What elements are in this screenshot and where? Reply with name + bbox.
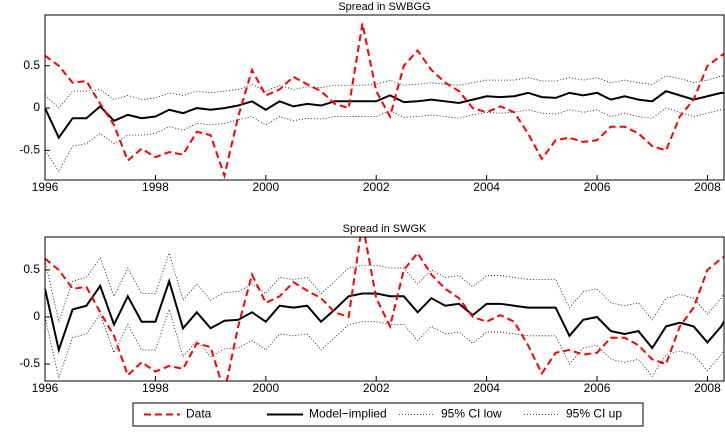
series-line — [45, 251, 724, 324]
series-line — [45, 237, 724, 381]
x-tick-label: 1996 — [32, 180, 59, 194]
y-tick-label: -0.5 — [19, 143, 40, 157]
legend-box — [132, 402, 644, 427]
x-tick-label: 1998 — [142, 381, 169, 395]
panel-title: Spread in SWGK — [343, 223, 427, 235]
x-tick-label: 2002 — [363, 381, 390, 395]
y-tick-label: 0 — [33, 309, 40, 323]
x-tick-label: 2004 — [473, 180, 500, 194]
axes-frame — [44, 14, 725, 181]
series-line — [45, 90, 724, 140]
x-tick-label: 2006 — [584, 180, 611, 194]
x-tick-label: 1996 — [32, 381, 59, 395]
series-line — [45, 308, 724, 380]
x-tick-label: 2006 — [584, 381, 611, 395]
y-tick-label: 0 — [33, 100, 40, 114]
axes-frame — [44, 236, 725, 382]
x-tick-label: 2008 — [694, 180, 721, 194]
x-tick-label: 2000 — [252, 381, 279, 395]
x-tick-label: 2004 — [473, 381, 500, 395]
legend-label: 95% CI up — [566, 407, 622, 421]
series-line — [45, 75, 724, 109]
plot-area — [45, 237, 724, 381]
y-tick-label: 0.5 — [23, 262, 40, 276]
panel-title: Spread in SWBGG — [338, 1, 430, 13]
legend-label: Model−implied — [309, 407, 387, 421]
x-tick-label: 2000 — [252, 180, 279, 194]
y-tick-label: -0.5 — [19, 356, 40, 370]
x-tick-label: 2002 — [363, 180, 390, 194]
plot-area — [45, 23, 724, 180]
y-tick-label: 0.5 — [23, 58, 40, 72]
legend-label: 95% CI low — [441, 407, 502, 421]
legend-label: Data — [186, 407, 212, 421]
x-tick-label: 2008 — [694, 381, 721, 395]
series-line — [45, 277, 724, 354]
x-tick-label: 1998 — [142, 180, 169, 194]
series-line — [45, 23, 724, 180]
